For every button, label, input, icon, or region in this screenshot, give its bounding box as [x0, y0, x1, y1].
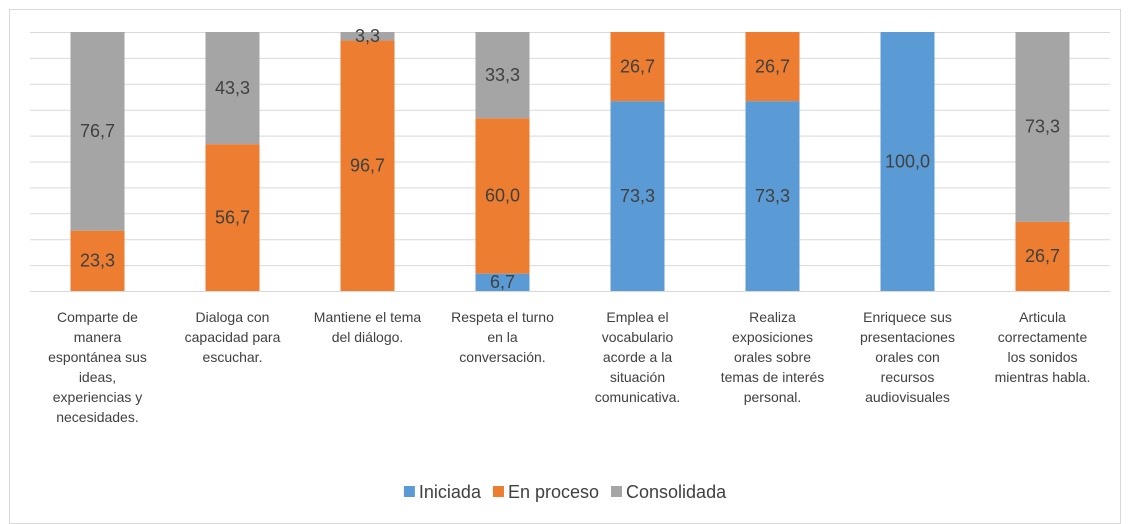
- data-label: 26,7: [620, 56, 655, 76]
- data-label: 73,3: [755, 186, 790, 206]
- x-tick-label: Emplea el vocabulario acorde a la situación…: [595, 309, 681, 405]
- data-label: 73,3: [1025, 117, 1060, 137]
- legend-swatch: [611, 486, 623, 497]
- x-tick-label: Realiza exposiciones orales sobre temas de …: [721, 309, 825, 405]
- bar-segment: [1015, 221, 1070, 291]
- data-label: 43,3: [215, 78, 250, 98]
- x-tick-label: Articula correctamente los sonidos mientras…: [995, 309, 1091, 385]
- legend-label: En proceso: [508, 482, 599, 502]
- chart-border: [9, 9, 1121, 524]
- x-tick-label: Respeta el turno en la conversación.: [451, 309, 554, 365]
- data-label: 3,3: [355, 26, 380, 46]
- bar-segment: [340, 40, 395, 292]
- legend: Iniciada En proceso Consolidada: [403, 482, 727, 502]
- data-label: 76,7: [80, 121, 115, 141]
- data-label: 96,7: [350, 156, 385, 176]
- x-tick-label: Comparte de manera espontánea sus ideas, exp…: [48, 309, 147, 425]
- bar-segment: [610, 101, 665, 291]
- legend-swatch: [403, 486, 415, 497]
- data-label: 100,0: [885, 151, 930, 171]
- legend-swatch: [492, 486, 504, 497]
- bar-segment: [205, 144, 260, 291]
- bar-segment: [745, 101, 800, 291]
- data-label: 26,7: [1025, 246, 1060, 266]
- bar-segment: [475, 32, 530, 119]
- data-label: 26,7: [755, 56, 790, 76]
- bar-segment: [475, 273, 530, 291]
- bar-segment: [610, 32, 665, 102]
- bar-segment: [205, 32, 260, 145]
- bar-segment: [880, 32, 935, 291]
- data-label: 33,3: [485, 65, 520, 85]
- x-tick-label: Mantiene el tema del diálogo.: [314, 309, 422, 345]
- data-label: 6,7: [490, 272, 515, 292]
- data-label: 73,3: [620, 186, 655, 206]
- x-tick-label: Enriquece sus presentaciones orales con rec…: [860, 309, 955, 405]
- bar-segment: [340, 32, 395, 41]
- x-tick-label: Dialoga con capacidad para escuchar.: [185, 309, 281, 365]
- bar-segment: [70, 32, 125, 231]
- data-label: 60,0: [485, 186, 520, 206]
- data-label: 23,3: [80, 251, 115, 271]
- legend-label: Iniciada: [419, 482, 482, 502]
- legend-label: Consolidada: [626, 482, 727, 502]
- bar-segment: [1015, 32, 1070, 222]
- bar-segment: [475, 118, 530, 274]
- bar-segment: [70, 230, 125, 291]
- bar-segment: [745, 32, 800, 102]
- data-label: 56,7: [215, 207, 250, 227]
